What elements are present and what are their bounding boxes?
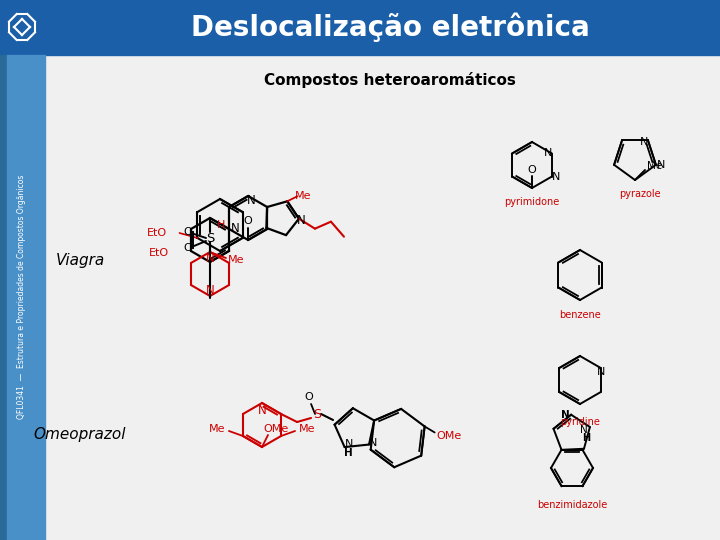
Text: N: N	[552, 172, 560, 181]
Text: EtO: EtO	[148, 228, 168, 238]
Bar	[0, 0, 720, 55]
Text: N: N	[369, 437, 377, 448]
Text: Compostos heteroaromáticos: Compostos heteroaromáticos	[264, 72, 516, 88]
Text: O: O	[305, 392, 313, 402]
Text: S: S	[206, 232, 214, 245]
Text: H: H	[217, 220, 225, 230]
Text: O: O	[184, 227, 192, 237]
Text: OMe: OMe	[264, 424, 289, 434]
Text: N: N	[230, 221, 240, 234]
Text: benzene: benzene	[559, 310, 601, 320]
Text: benzimidazole: benzimidazole	[537, 500, 607, 510]
Text: O: O	[528, 165, 536, 175]
Text: N: N	[657, 160, 665, 170]
Text: N: N	[597, 367, 605, 377]
Text: N: N	[247, 193, 256, 206]
Text: N: N	[206, 285, 215, 298]
Text: QFL0341  —  Estrutura e Propriedades de Compostos Orgânicos: QFL0341 — Estrutura e Propriedades de Co…	[17, 175, 27, 419]
Text: pyrimidone: pyrimidone	[505, 197, 559, 207]
Text: O: O	[184, 243, 192, 253]
Text: N: N	[640, 137, 648, 147]
Text: H: H	[344, 448, 353, 458]
Text: Me: Me	[647, 161, 662, 171]
Text: Me: Me	[228, 255, 244, 265]
Text: EtO: EtO	[149, 248, 169, 258]
Text: Me: Me	[299, 424, 315, 434]
Text: OMe: OMe	[436, 431, 462, 442]
Text: N: N	[206, 252, 215, 265]
Text: O: O	[244, 216, 253, 226]
Bar	[7, 55, 45, 540]
Text: pyridine: pyridine	[560, 417, 600, 427]
Text: N: N	[561, 410, 570, 420]
Text: N: N	[297, 214, 305, 227]
Text: Me: Me	[295, 191, 312, 201]
Text: pyrazole: pyrazole	[619, 189, 661, 199]
Text: S: S	[313, 408, 321, 421]
Text: Omeoprazol: Omeoprazol	[34, 428, 126, 442]
Text: N: N	[344, 439, 353, 449]
Text: N: N	[544, 148, 552, 159]
Text: N: N	[258, 403, 266, 416]
Text: H: H	[582, 433, 590, 443]
Text: Deslocalização eletrônica: Deslocalização eletrônica	[191, 12, 590, 42]
Text: Viagra: Viagra	[55, 253, 104, 267]
Text: N: N	[580, 425, 588, 435]
Bar	[0, 55, 7, 540]
Text: Me: Me	[209, 424, 225, 434]
